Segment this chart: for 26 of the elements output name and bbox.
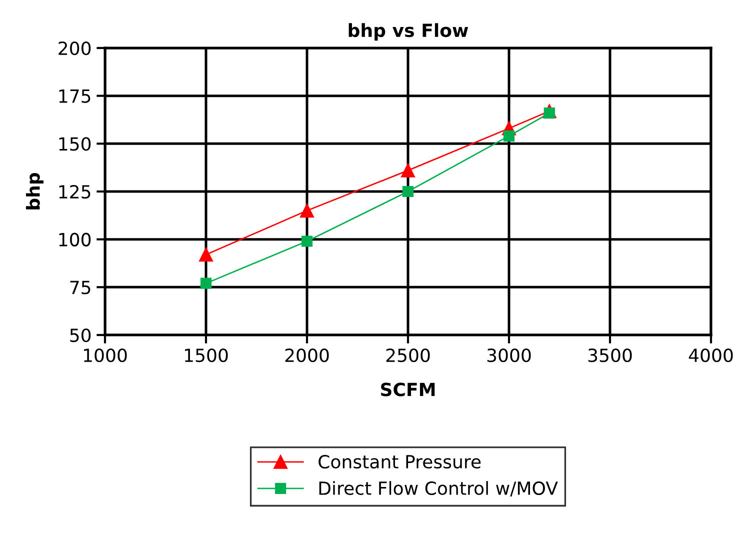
legend-label: Direct Flow Control w/MOV [319, 481, 558, 496]
y-tick-label: 125 [59, 184, 90, 199]
chart-title: bhp vs Flow [348, 23, 468, 41]
y-tick-label: 50 [70, 328, 91, 342]
point [503, 130, 515, 142]
x-tick-label: 3500 [588, 348, 632, 362]
point [401, 164, 415, 178]
y-tick-label: 150 [59, 137, 91, 151]
x-tick-label: 3000 [487, 348, 531, 362]
y-axis-title: bhp [26, 172, 44, 210]
x-tick-label: 1500 [185, 348, 228, 362]
x-tick-label: 4000 [688, 348, 733, 362]
x-axis-title: SCFM [381, 382, 435, 396]
y-tick-label: 200 [58, 41, 91, 56]
x-tick-label: 1000 [84, 348, 127, 362]
point [200, 278, 212, 289]
point [300, 204, 314, 218]
y-tick-label: 100 [59, 232, 91, 246]
y-tick-label: 75 [70, 280, 90, 294]
point [199, 248, 213, 262]
x-tick-label: 2000 [285, 348, 329, 362]
y-tick-label: 175 [59, 90, 90, 103]
legend-label: Constant Pressure [318, 454, 481, 469]
x-tick-label: 2500 [386, 348, 430, 362]
point [402, 186, 414, 198]
point [301, 236, 313, 247]
